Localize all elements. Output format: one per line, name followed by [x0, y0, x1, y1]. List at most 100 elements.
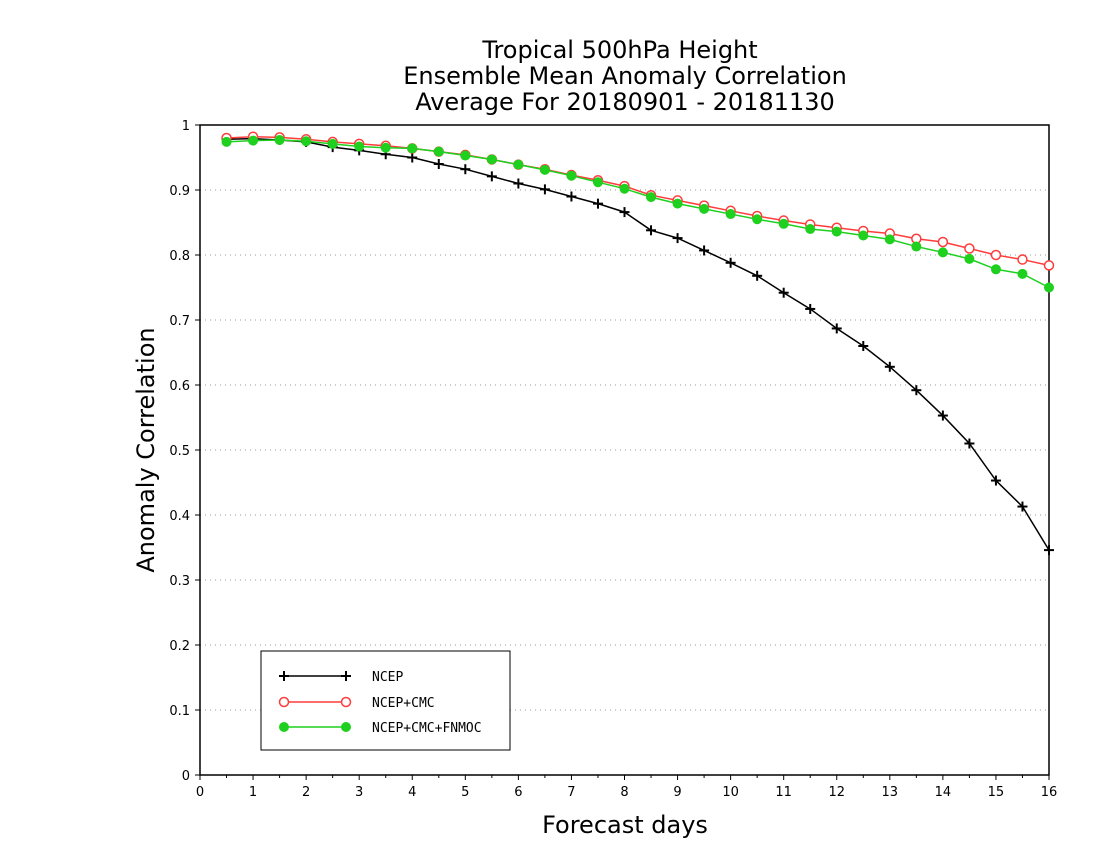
open-circle-marker: [278, 696, 290, 708]
plus-marker: [433, 159, 444, 169]
plus-marker: [937, 410, 948, 421]
open-circle-marker: [1017, 254, 1028, 265]
filled-circle-marker: [805, 224, 816, 234]
filled-circle-marker: [646, 192, 657, 203]
open-circle-marker: [1043, 260, 1055, 271]
plus-marker: [486, 171, 497, 182]
legend-label: NCEP: [372, 670, 403, 685]
legend: NCEP NCEP+CMC NCEP+CMC+FNMOC: [260, 650, 511, 751]
gridlines: [200, 189, 1049, 711]
open-circle-marker: [937, 236, 949, 248]
plus-marker: [1044, 545, 1054, 556]
filled-circle-marker: [279, 722, 289, 732]
filled-circle-marker: [964, 253, 975, 264]
plus-marker: [858, 341, 869, 351]
x-tick-label: 4: [408, 785, 416, 800]
filled-circle-marker: [539, 164, 550, 175]
plus-marker: [460, 164, 471, 175]
x-tick-label: 13: [882, 785, 899, 800]
x-tick-label: 14: [935, 785, 952, 800]
x-tick-label: 6: [514, 785, 522, 800]
filled-circle-marker: [354, 141, 365, 152]
filled-circle-marker: [433, 146, 444, 157]
y-tick-label: 0.4: [169, 509, 190, 524]
legend-entry: NCEP: [279, 670, 403, 685]
filled-circle-marker: [831, 226, 842, 237]
x-tick-label: 1: [249, 785, 257, 800]
filled-circle-marker: [248, 135, 259, 146]
filled-circle-marker: [672, 198, 683, 209]
filled-circle-marker: [858, 230, 869, 241]
x-tick-label: 9: [673, 785, 681, 800]
filled-circle-marker: [566, 170, 577, 181]
x-tick-label: 0: [196, 785, 204, 800]
y-tick-label: 0: [182, 769, 190, 784]
y-tick-label: 0.1: [169, 704, 190, 719]
plus-marker: [672, 233, 683, 244]
plus-marker: [279, 671, 289, 681]
plus-marker: [566, 191, 577, 202]
x-tick-label: 2: [302, 785, 310, 800]
x-tick-label: 10: [722, 785, 739, 800]
x-axis-label: Forecast days: [542, 811, 708, 839]
legend-entry: NCEP+CMC+FNMOC: [279, 721, 482, 736]
filled-circle-marker: [752, 214, 763, 225]
series-line: [226, 135, 1050, 267]
y-tick-label: 0.2: [169, 639, 190, 654]
x-tick-label: 3: [355, 785, 363, 800]
x-tick-label: 11: [775, 785, 792, 800]
filled-circle-marker: [725, 209, 736, 220]
plus-marker: [341, 671, 351, 681]
open-circle-marker: [964, 243, 975, 254]
x-tick-label: 7: [567, 785, 575, 800]
chart-title: Tropical 500hPa Height Ensemble Mean Ano…: [403, 36, 847, 116]
plus-marker: [699, 245, 710, 256]
x-tick-label: 16: [1041, 785, 1058, 800]
plus-marker: [592, 198, 603, 209]
filled-circle-marker: [990, 264, 1001, 275]
filled-circle-marker: [911, 241, 922, 252]
plus-marker: [619, 207, 630, 218]
plus-marker: [1017, 501, 1028, 512]
filled-circle-marker: [1044, 282, 1054, 293]
filled-circle-marker: [380, 142, 391, 153]
plus-marker: [725, 257, 736, 268]
plus-marker: [513, 178, 524, 189]
filled-circle-marker: [619, 183, 630, 194]
filled-circle-marker: [699, 203, 710, 214]
x-tick-label: 5: [461, 785, 469, 800]
y-tick-label: 0.5: [169, 444, 190, 459]
filled-circle-marker: [301, 136, 312, 147]
y-tick-label: 0.3: [169, 574, 190, 589]
axis-ticks: 00.10.20.30.40.50.60.70.80.910 1 2 3 4 5 6 7 8 9 1…: [169, 119, 1057, 800]
legend-box: [260, 650, 511, 751]
filled-circle-marker: [592, 177, 603, 188]
title-line-1: Tropical 500hPa Height: [481, 36, 757, 64]
series-ncep: [221, 133, 1054, 556]
title-line-3: Average For 20180901 - 20181130: [415, 88, 835, 116]
legend-entry: NCEP+CMC: [278, 696, 435, 711]
x-tick-label: 12: [828, 785, 845, 800]
legend-label: NCEP+CMC+FNMOC: [372, 721, 482, 736]
plus-marker: [964, 438, 975, 449]
series-layer: [221, 131, 1055, 556]
y-tick-label: 0.7: [169, 314, 190, 329]
plus-marker: [752, 270, 763, 281]
filled-circle-marker: [937, 247, 948, 258]
y-tick-label: 0.9: [169, 184, 190, 199]
filled-circle-marker: [1017, 268, 1028, 279]
filled-circle-marker: [884, 234, 895, 245]
plus-marker: [407, 152, 418, 163]
plus-marker: [646, 225, 657, 236]
filled-circle-marker: [341, 722, 351, 732]
legend-label: NCEP+CMC: [372, 696, 435, 711]
plus-marker: [539, 184, 550, 195]
plus-marker: [778, 287, 789, 298]
open-circle-marker: [340, 696, 352, 708]
filled-circle-marker: [407, 143, 418, 154]
title-line-2: Ensemble Mean Anomaly Correlation: [403, 62, 847, 90]
filled-circle-marker: [221, 136, 232, 147]
y-tick-label: 1: [182, 119, 190, 134]
plus-marker: [831, 323, 842, 334]
